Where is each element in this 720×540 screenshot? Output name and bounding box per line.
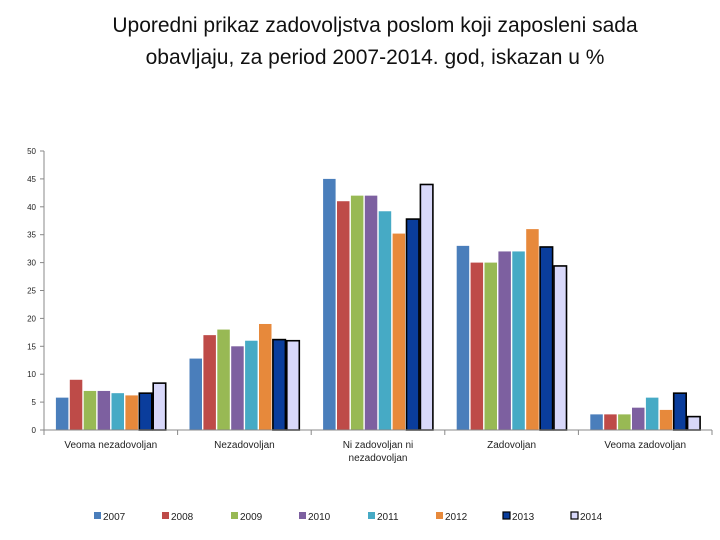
legend: 2007 2008 2009 2010 2011 2012 2013 2014 [94,511,603,523]
bar-2012 [526,229,539,430]
bar-2009 [350,195,364,430]
y-tick-label: 35 [27,231,36,240]
y-tick-label: 5 [32,398,37,407]
legend-label: 2011 [377,512,399,523]
bar-2014 [285,339,301,431]
y-tick-label: 30 [27,259,36,268]
bar-2013 [539,246,554,431]
bar-2010 [97,390,111,430]
bar-2012 [659,409,673,430]
bar-2011 [245,340,258,430]
bar-2008 [203,335,216,430]
bar-2011 [645,397,659,430]
bar-2007 [456,245,470,430]
legend-swatch-2007 [94,512,101,519]
y-tick-label: 45 [27,175,36,184]
x-category-label: Zadovoljan [487,440,536,451]
x-category-label: Veoma zadovoljan [604,440,686,451]
x-category-label: Veoma nezadovoljan [64,440,157,451]
bar-2013 [138,392,153,431]
bar-2012 [125,395,138,430]
y-tick-label: 10 [27,370,36,379]
legend-swatch-2014 [570,511,579,520]
bar-2009 [83,390,97,430]
legend-label: 2013 [512,512,535,523]
bar-2008 [470,262,484,430]
bar-2011 [111,393,124,430]
legend-label: 2014 [580,512,603,523]
bar-2007 [323,178,336,430]
legend-swatch-2009 [231,512,238,519]
bar-2011 [378,211,392,430]
bar-2012 [392,233,406,430]
y-axis: 0 5 10 15 20 25 30 35 40 45 50 [27,147,45,435]
bar-2014 [419,183,434,431]
bar-2008 [337,201,350,430]
y-tick-label: 25 [27,287,36,296]
bar-2007 [590,414,603,430]
bar-2014 [686,415,701,431]
bar-2013 [272,338,287,431]
legend-swatch-2013 [502,511,511,520]
legend-label: 2007 [103,512,126,523]
bars [55,178,701,431]
y-tick-label: 40 [27,203,36,212]
bar-2010 [632,407,645,430]
legend-label: 2012 [445,512,468,523]
legend-swatch-2010 [299,512,306,519]
bar-2010 [498,251,511,430]
bar-2014 [152,382,167,431]
y-tick-label: 0 [32,426,37,435]
y-tick-label: 15 [27,342,36,351]
y-tick-label: 20 [27,314,36,323]
legend-swatch-2012 [436,512,443,519]
bar-2013 [405,218,420,431]
bar-2008 [69,379,83,430]
bar-2014 [553,265,568,431]
legend-swatch-2011 [368,512,375,519]
x-category-label: nezadovoljan [349,453,408,464]
legend-swatch-2008 [162,512,169,519]
y-tick-label: 50 [27,147,36,156]
legend-label: 2008 [171,512,194,523]
chart-title: Uporedni prikaz zadovoljstva poslom koji… [112,14,638,69]
bar-2013 [672,392,688,431]
bar-2009 [618,414,631,430]
x-axis: Veoma nezadovoljan Nezadovoljan Ni zadovol… [43,429,713,464]
legend-label: 2010 [308,512,331,523]
legend-label: 2009 [240,512,263,523]
x-category-label: Nezadovoljan [214,440,275,451]
bar-2012 [259,323,272,430]
bar-2010 [364,195,378,430]
x-category-label: Ni zadovoljan ni [343,440,414,451]
bar-2007 [55,397,69,430]
bar-2010 [231,346,244,430]
bar-2009 [484,262,497,430]
bar-2007 [189,358,202,430]
bar-2008 [604,414,617,430]
bar-2009 [217,329,230,430]
bar-2011 [512,251,525,430]
